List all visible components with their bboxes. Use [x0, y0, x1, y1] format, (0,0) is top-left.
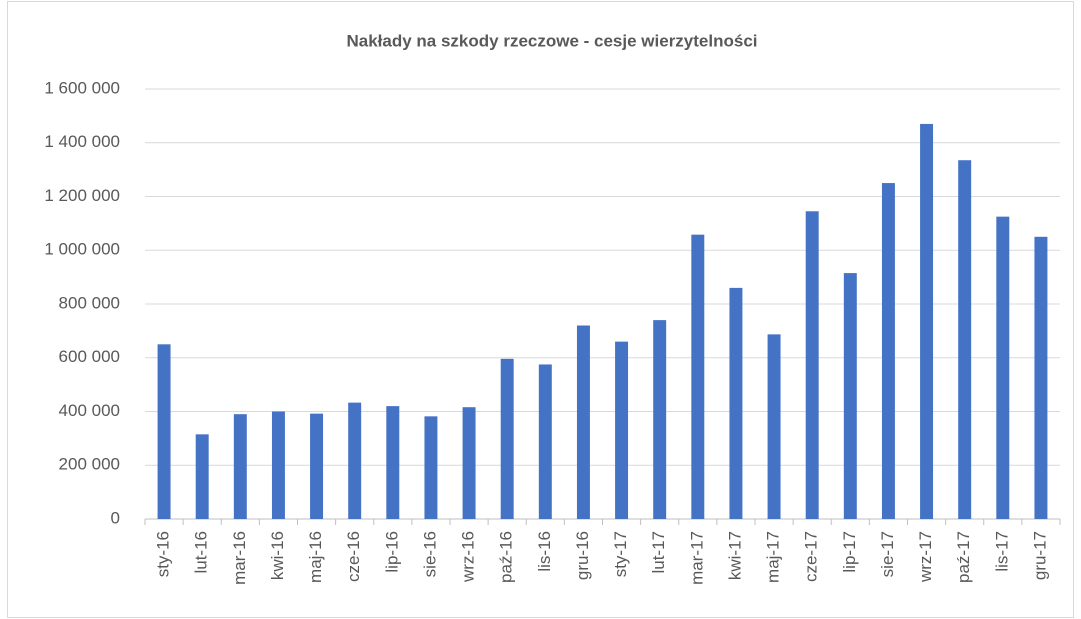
- x-tick-label: sie-17: [878, 531, 897, 577]
- bar: [805, 211, 819, 519]
- x-tick-label: maj-17: [764, 531, 783, 583]
- bar: [691, 234, 705, 519]
- y-tick-label: 400 000: [59, 401, 120, 420]
- y-tick-label: 1 200 000: [44, 186, 120, 205]
- x-tick-label: mar-17: [687, 531, 706, 585]
- bar: [1034, 236, 1048, 519]
- bar: [653, 320, 667, 519]
- x-tick-label: paź-17: [954, 531, 973, 583]
- bar: [996, 216, 1010, 519]
- y-tick-label: 600 000: [59, 347, 120, 366]
- bar: [462, 407, 476, 519]
- bar: [958, 160, 972, 519]
- x-tick-label: wrz-16: [459, 531, 478, 583]
- x-tick-label: cze-17: [802, 531, 821, 582]
- bar: [881, 183, 895, 519]
- y-tick-label: 1 000 000: [44, 240, 120, 259]
- bar: [157, 344, 171, 519]
- bar: [271, 411, 285, 519]
- chart-title: Nakłady na szkody rzeczowe - cesje wierz…: [346, 31, 757, 50]
- x-tick-label: gru-16: [573, 531, 592, 580]
- x-tick-label: kwi-16: [268, 531, 287, 580]
- bar: [310, 413, 324, 519]
- y-tick-label: 200 000: [59, 455, 120, 474]
- x-tick-label: kwi-17: [725, 531, 744, 580]
- x-tick-label: sty-17: [611, 531, 630, 577]
- bar: [348, 402, 362, 519]
- bar: [538, 364, 552, 519]
- x-tick-label: lis-17: [992, 531, 1011, 572]
- bar: [843, 273, 857, 519]
- chart-border: [7, 1, 1074, 618]
- x-tick-label: lip-16: [382, 531, 401, 573]
- x-tick-label: cze-16: [344, 531, 363, 582]
- x-tick-label: paź-16: [497, 531, 516, 583]
- y-tick-label: 0: [111, 508, 120, 527]
- x-tick-label: sie-16: [420, 531, 439, 577]
- bar: [767, 334, 781, 519]
- bar: [424, 416, 438, 519]
- bar: [729, 287, 743, 519]
- y-tick-label: 1 600 000: [44, 78, 120, 97]
- y-tick-label: 800 000: [59, 293, 120, 312]
- x-tick-label: lut-17: [649, 531, 668, 574]
- bar: [615, 341, 629, 519]
- x-tick-label: mar-16: [230, 531, 249, 585]
- x-tick-label: gru-17: [1030, 531, 1049, 580]
- x-tick-label: lip-17: [840, 531, 859, 573]
- x-tick-label: wrz-17: [916, 531, 935, 583]
- x-tick-label: lut-16: [192, 531, 211, 574]
- bar: [920, 123, 934, 519]
- x-tick-label: lis-16: [535, 531, 554, 572]
- x-tick-label: sty-16: [154, 531, 173, 577]
- bar: [195, 434, 209, 519]
- bar: [233, 414, 247, 519]
- bar: [576, 325, 590, 519]
- x-tick-label: maj-16: [306, 531, 325, 583]
- bar: [386, 406, 400, 519]
- bar: [500, 358, 514, 519]
- y-tick-label: 1 400 000: [44, 132, 120, 151]
